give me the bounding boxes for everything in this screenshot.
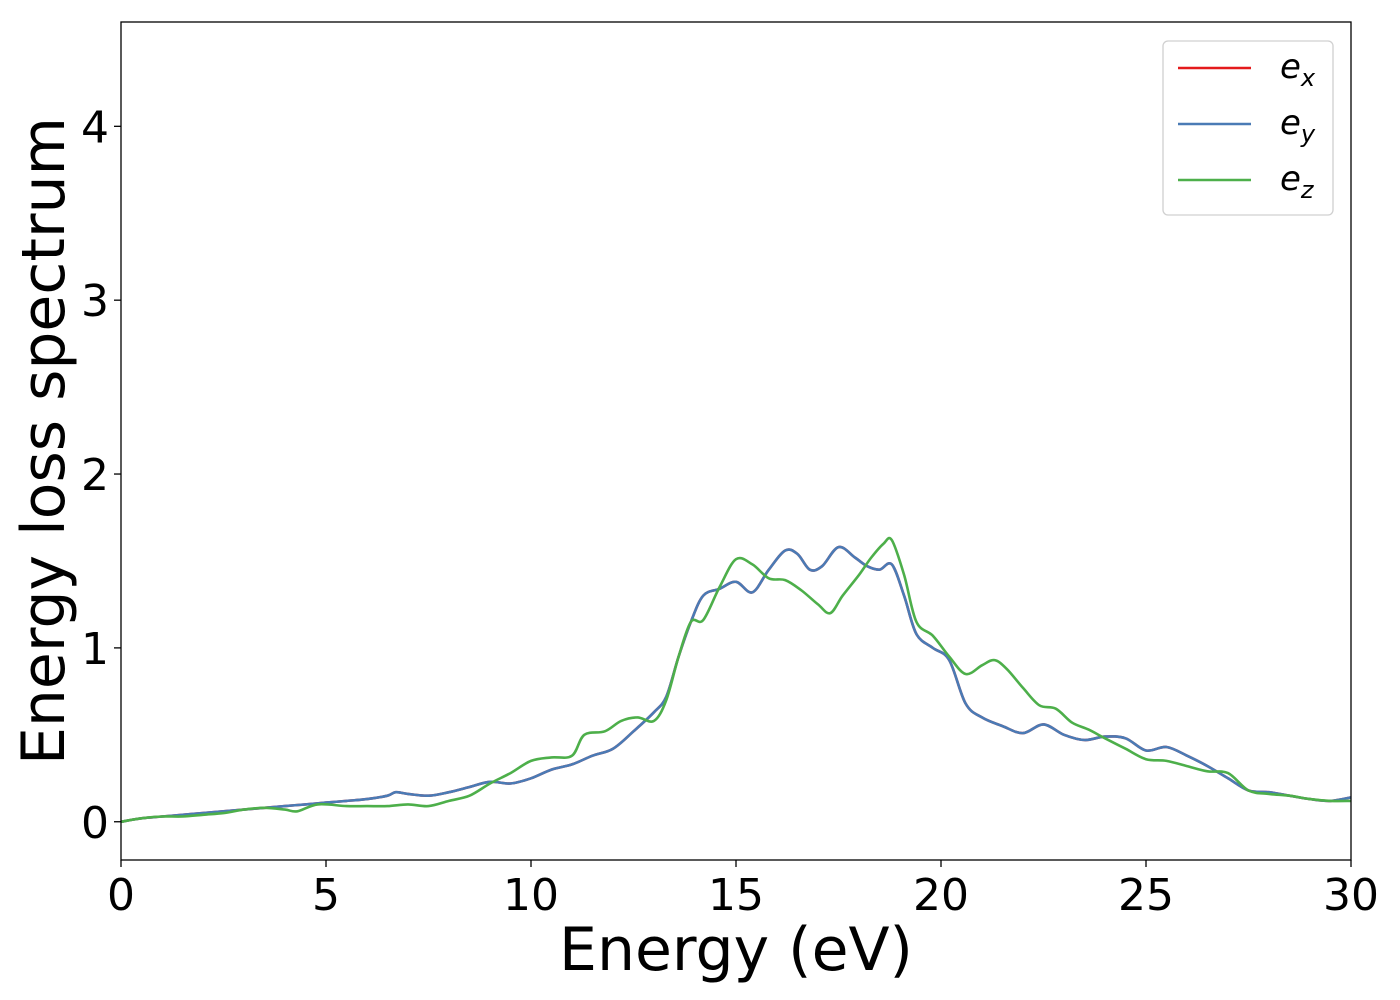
series-layer (121, 536, 1351, 824)
x-tick-label: 30 (1323, 870, 1379, 921)
x-tick-label: 25 (1118, 870, 1174, 921)
y-tick-label: 1 (81, 624, 109, 675)
legend-label-ez: ez (1280, 159, 1315, 204)
x-tick-label: 10 (503, 870, 559, 921)
legend-box (1162, 40, 1334, 216)
x-axis-label: Energy (eV) (559, 915, 913, 985)
y-tick-label: 0 (81, 798, 109, 849)
y-tick-label: 3 (81, 276, 109, 327)
legend-label-ex: ex (1280, 47, 1316, 92)
x-tick-label: 15 (708, 870, 764, 921)
legend-label-ey: ey (1280, 103, 1316, 148)
x-axis-ticks: 0 5 10 15 20 25 30 (107, 860, 1379, 921)
legend-label-subscript: y (1300, 120, 1316, 148)
y-axis-ticks: 0 1 2 3 4 (81, 102, 121, 849)
legend-label-base: e (1280, 47, 1301, 87)
legend-label-subscript: x (1300, 64, 1316, 92)
y-tick-label: 2 (81, 450, 109, 501)
legend-label-base: e (1280, 159, 1301, 199)
y-tick-label: 4 (81, 102, 109, 153)
series-line-ey (121, 545, 1351, 824)
x-tick-label: 20 (913, 870, 969, 921)
series-line-ez (121, 536, 1351, 824)
x-tick-label: 0 (107, 870, 135, 921)
x-tick-label: 5 (312, 870, 340, 921)
legend-label-base: e (1280, 103, 1301, 143)
series-line-ex (121, 545, 1351, 824)
y-axis-label: Energy loss spectrum (9, 117, 79, 765)
legend-label-subscript: z (1300, 176, 1315, 204)
